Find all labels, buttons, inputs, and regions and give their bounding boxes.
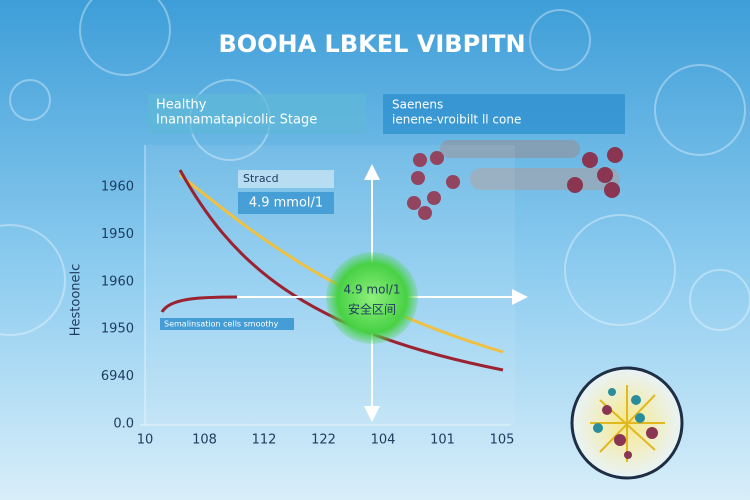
y-tick-label: 1960 [101,180,134,195]
center-value: 4.9 mol/1 [344,283,401,297]
x-ticks: 10 108 112 122 104 101 105 [137,433,515,448]
y-tick-label: 0.0 [113,417,134,432]
panel [383,94,625,134]
panel-subtitle: Inannamatapicolic Stage [156,113,317,128]
value-box [238,192,334,214]
status-value: 4.9 mmol/1 [249,196,323,211]
note-box [160,318,294,330]
status-label: Stracd [243,172,279,185]
y-tick-label: 1960 [101,274,134,289]
x-tick-label: 112 [252,433,277,448]
curve [179,173,504,354]
x-tick-label: 105 [490,433,515,448]
panel-title: Healthy [156,98,207,113]
curve [178,169,504,372]
panel [148,94,366,134]
particles [407,140,623,220]
cell-illustration [570,366,684,480]
y-tick-label: 1950 [101,227,134,242]
title: BOOHA LBKEL VIBPITN [218,30,525,58]
x-tick-label: 108 [192,433,217,448]
x-tick-label: 122 [311,433,336,448]
curve [160,295,238,313]
safe-zone [326,252,418,344]
note: Semalinsation cells smoothy [164,320,279,329]
label-box [238,170,334,188]
bubbles [0,0,750,335]
y-label: Hestoonelc [69,264,84,337]
panel-title: Saenens [392,98,443,112]
y-tick-label: 1950 [101,322,134,337]
x-tick-label: 104 [371,433,396,448]
y-ticks: 1960 1950 1960 1950 6940 0.0 [101,180,134,432]
x-tick-label: 101 [430,433,455,448]
x-tick-label: 10 [137,433,154,448]
center-label: 安全区间 [348,302,396,317]
panel-subtitle: ienene-vroibilt ll cone [392,113,521,127]
y-tick-label: 6940 [101,369,134,384]
